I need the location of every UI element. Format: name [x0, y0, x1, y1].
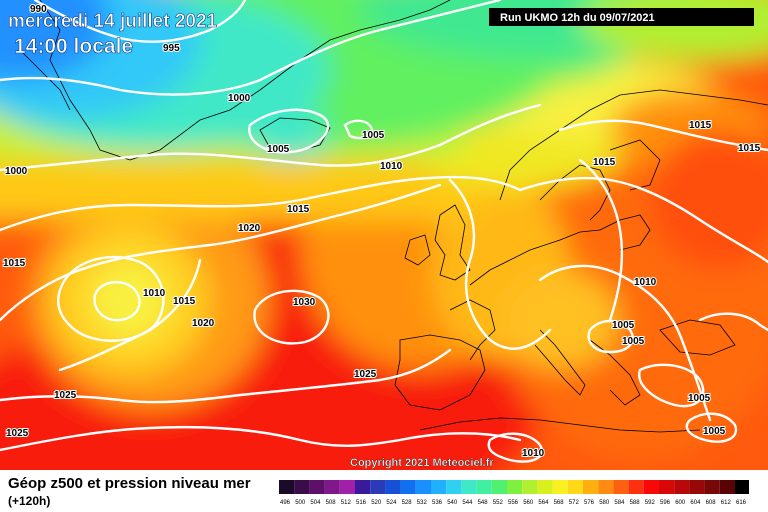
map-title: Géop z500 et pression niveau mer	[8, 475, 251, 492]
scale-tick-label: 548	[478, 500, 489, 506]
isobar-label: 1005	[688, 393, 711, 404]
scale-tick-label: 520	[371, 500, 382, 506]
scale-swatch	[552, 480, 568, 494]
scale-swatch	[537, 480, 553, 494]
isobar-label: 1025	[354, 369, 377, 380]
scale-swatch	[491, 480, 507, 494]
run-label: Run UKMO 12h du 09/07/2021	[500, 12, 655, 24]
scale-swatch	[370, 480, 386, 494]
isobar-label: 1015	[287, 204, 310, 215]
scale-swatch	[400, 480, 416, 494]
run-box	[489, 8, 754, 26]
scale-tick-label: 584	[614, 500, 625, 506]
scale-tick-label: 536	[432, 500, 443, 506]
scale-swatch	[659, 480, 675, 494]
scale-swatch	[294, 480, 310, 494]
scale-tick-label: 496	[280, 500, 291, 506]
scale-swatch	[628, 480, 644, 494]
isobar-label: 1005	[267, 144, 290, 155]
scale-swatch	[735, 480, 749, 494]
scale-tick-label: 508	[326, 500, 337, 506]
scale-swatch	[689, 480, 705, 494]
scale-tick-label: 512	[341, 500, 352, 506]
scale-tick-label: 580	[599, 500, 610, 506]
weather-map: 990 995 1000 1005 1005 1010 1000 1015 1020 1015 10…	[0, 0, 768, 470]
scale-tick-label: 608	[706, 500, 717, 506]
scale-swatch	[583, 480, 599, 494]
isobar-label: 1000	[228, 93, 251, 104]
scale-swatch	[415, 480, 431, 494]
scale-swatch	[385, 480, 401, 494]
scale-tick-label: 540	[447, 500, 458, 506]
isobar-label: 1010	[634, 277, 657, 288]
scale-tick-label: 568	[554, 500, 565, 506]
scale-tick-label: 556	[508, 500, 519, 506]
isobar-label: 1020	[192, 318, 215, 329]
scale-tick-label: 616	[736, 500, 747, 506]
scale-tick-label: 596	[660, 500, 671, 506]
isobar-label: 1025	[54, 390, 77, 401]
scale-swatch	[567, 480, 583, 494]
scale-tick-label: 560	[523, 500, 534, 506]
scale-tick-label: 600	[675, 500, 686, 506]
scale-swatch	[507, 480, 523, 494]
isobar-label: 1010	[522, 448, 545, 459]
isobar-label: 1015	[173, 296, 196, 307]
isobar-label: 1030	[293, 297, 316, 308]
scale-swatch	[598, 480, 614, 494]
isobar-label: 1025	[6, 428, 29, 439]
scale-swatch	[674, 480, 690, 494]
isobar-label: 1010	[143, 288, 166, 299]
scale-swatch	[324, 480, 340, 494]
scale-swatch	[446, 480, 462, 494]
scale-tick-label: 576	[584, 500, 595, 506]
color-scale: 496 500 504 508 512 516 520 524 528 532 536 540 544 5…	[279, 480, 749, 506]
scale-swatch	[476, 480, 492, 494]
forecast-lead: (+120h)	[8, 494, 51, 508]
scale-tick-label: 500	[295, 500, 306, 506]
isobar-label: 995	[163, 43, 180, 54]
isobar-label: 990	[30, 4, 47, 15]
scale-swatch	[339, 480, 355, 494]
scale-swatch	[719, 480, 735, 494]
map-date: mercredi 14 juillet 2021	[8, 11, 218, 32]
scale-tick-label: 532	[417, 500, 428, 506]
scale-tick-label: 528	[402, 500, 413, 506]
scale-swatch	[522, 480, 538, 494]
isobar-label: 1015	[738, 143, 761, 154]
isobar-label: 1015	[593, 157, 616, 168]
isobar-label: 1005	[622, 336, 645, 347]
isobars	[0, 0, 768, 462]
scale-swatch	[279, 480, 295, 494]
isobar-label: 1000	[5, 166, 28, 177]
scale-swatch	[643, 480, 659, 494]
scale-tick-label: 592	[645, 500, 656, 506]
isobar-label: 1015	[3, 258, 26, 269]
isobar-labels: 990 995 1000 1005 1005 1010 1000 1015 1020 1015 10…	[2, 3, 762, 460]
scale-swatch	[704, 480, 720, 494]
scale-swatch	[309, 480, 325, 494]
scale-swatch	[461, 480, 477, 494]
scale-tick-label: 552	[493, 500, 504, 506]
scale-tick-label: 544	[462, 500, 473, 506]
scale-swatch	[613, 480, 629, 494]
scale-tick-label: 572	[569, 500, 580, 506]
scale-tick-label: 516	[356, 500, 367, 506]
isobar-label: 1015	[689, 120, 712, 131]
scale-tick-label: 524	[386, 500, 397, 506]
scale-swatch	[431, 480, 447, 494]
scale-tick-label: 588	[630, 500, 641, 506]
scale-tick-label: 612	[721, 500, 732, 506]
copyright: Copyright 2021 Meteociel.fr	[350, 457, 494, 469]
scale-tick-label: 604	[690, 500, 701, 506]
isobar-label: 1005	[612, 320, 635, 331]
isobar-label: 1010	[380, 161, 403, 172]
isobar-label: 1005	[703, 426, 726, 437]
scale-tick-label: 504	[310, 500, 321, 506]
isobar-label: 1005	[362, 130, 385, 141]
map-time: 14:00 locale	[14, 35, 133, 58]
isobar-label: 1020	[238, 223, 261, 234]
scale-swatch	[355, 480, 371, 494]
scale-tick-label: 564	[538, 500, 549, 506]
